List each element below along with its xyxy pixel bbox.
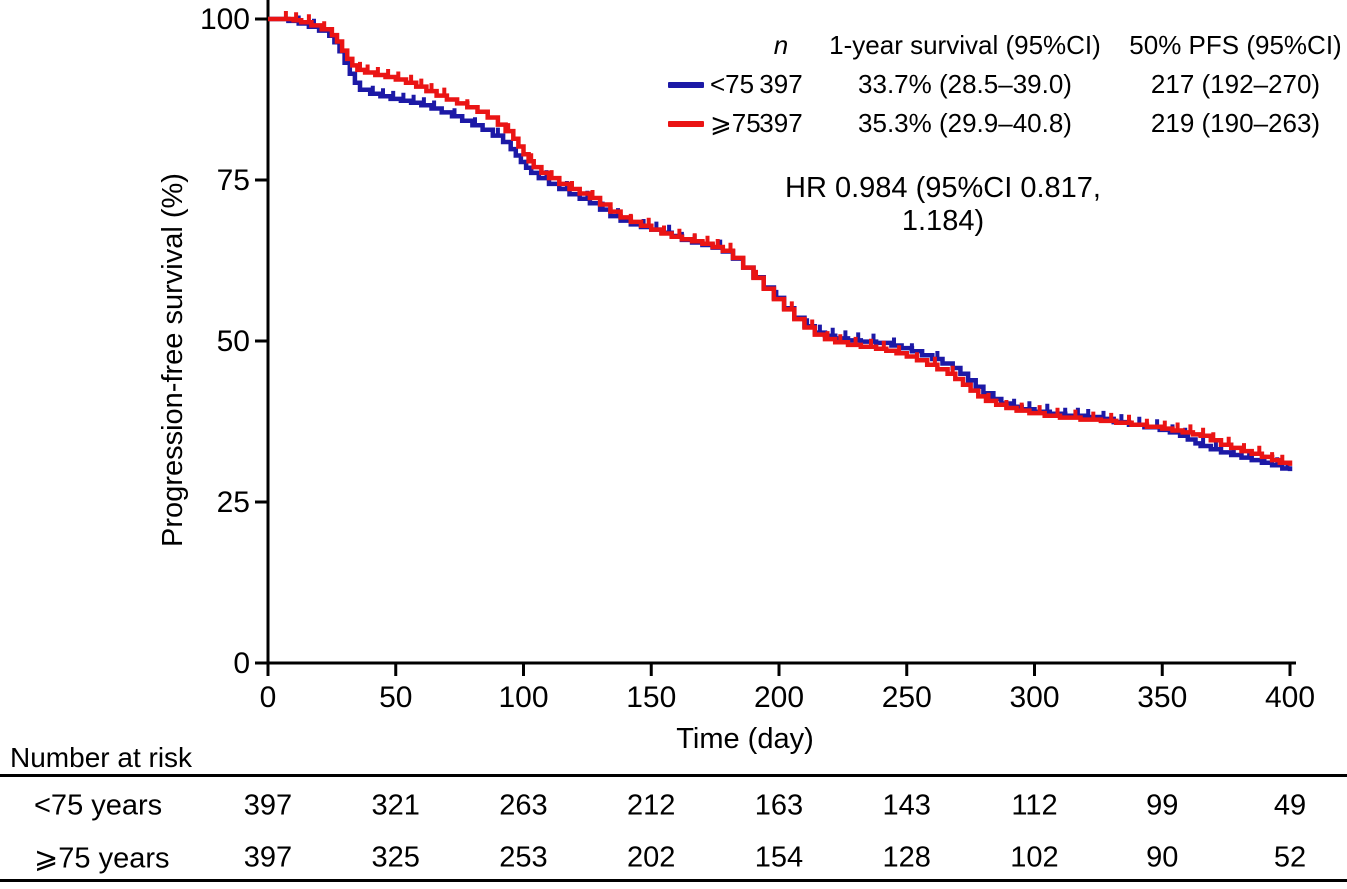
risk-table-heading: Number at risk: [10, 742, 193, 773]
legend-row-under75: <75 397 33.7% (28.5–39.0) 217 (192–270): [660, 65, 1347, 104]
y-tick-label: 75: [217, 164, 250, 197]
risk-count: 397: [243, 841, 293, 874]
risk-count: 112: [1011, 789, 1058, 822]
hazard-ratio-annotation: HR 0.984 (95%CI 0.817, 1.184): [785, 172, 1101, 237]
risk-count: 163: [754, 789, 804, 822]
legend-survival-over75: 35.3% (29.9–40.8): [858, 108, 1072, 138]
risk-count: 263: [499, 789, 548, 822]
legend-n-over75: 397: [759, 108, 803, 138]
legend: n 1-year survival (95%CI) 50% PFS (95%CI…: [660, 26, 1347, 143]
risk-count: 99: [1146, 789, 1179, 822]
risk-count: 102: [1010, 841, 1059, 874]
y-tick-label: 25: [217, 486, 250, 519]
y-tick-label: 100: [200, 3, 250, 36]
under75-line-swatch: [668, 81, 704, 88]
risk-count: 128: [882, 841, 931, 874]
x-tick-label: 150: [626, 681, 676, 714]
legend-survival-under75: 33.7% (28.5–39.0): [858, 69, 1072, 99]
x-axis-title: Time (day): [676, 723, 814, 755]
over75-line-swatch: [668, 120, 704, 127]
x-tick-label: 250: [882, 681, 932, 714]
risk-count: 321: [371, 789, 420, 822]
legend-n-under75: 397: [759, 69, 803, 99]
legend-header-row: n 1-year survival (95%CI) 50% PFS (95%CI…: [660, 26, 1347, 65]
x-tick-label: 200: [754, 681, 804, 714]
x-tick-label: 300: [1009, 681, 1059, 714]
y-tick-label: 50: [217, 325, 250, 358]
legend-header-n: n: [773, 30, 789, 60]
legend-label-over75: ⩾75: [710, 108, 761, 138]
legend-pfs-over75: 219 (190–263): [1150, 108, 1321, 138]
legend-row-over75: ⩾75 397 35.3% (29.9–40.8) 219 (190–263): [660, 104, 1347, 143]
legend-header-spacer: [668, 43, 704, 49]
y-tick-label: 0: [233, 647, 250, 680]
risk-count: 212: [627, 789, 676, 822]
x-tick-label: 100: [498, 681, 548, 714]
risk-row-label-over75: ⩾75 years: [34, 842, 170, 875]
legend-pfs-under75: 217 (192–270): [1150, 69, 1321, 99]
risk-count: 154: [754, 841, 804, 874]
legend-header-pfs: 50% PFS (95%CI): [1129, 30, 1342, 60]
risk-count: 325: [371, 841, 420, 874]
risk-count: 49: [1273, 789, 1307, 822]
risk-count: 143: [882, 789, 931, 822]
y-axis-title: Progression-free survival (%): [157, 173, 189, 547]
x-tick-label: 0: [260, 681, 277, 714]
risk-count: 90: [1146, 841, 1179, 874]
x-tick-label: 350: [1137, 681, 1187, 714]
legend-header-survival: 1-year survival (95%CI): [829, 30, 1101, 60]
risk-count: 202: [627, 841, 676, 874]
censor-ticks-over75: [283, 11, 1285, 464]
legend-label-under75: <75: [710, 69, 755, 99]
risk-count: 253: [499, 841, 548, 874]
risk-table-bottom-rule: [0, 879, 1347, 882]
x-tick-label: 400: [1265, 681, 1315, 714]
x-tick-label: 50: [379, 681, 412, 714]
risk-table-top-rule: [0, 774, 1347, 777]
risk-count: 397: [243, 789, 293, 822]
risk-row-label-under75: <75 years: [34, 789, 163, 822]
risk-count: 52: [1273, 841, 1307, 874]
